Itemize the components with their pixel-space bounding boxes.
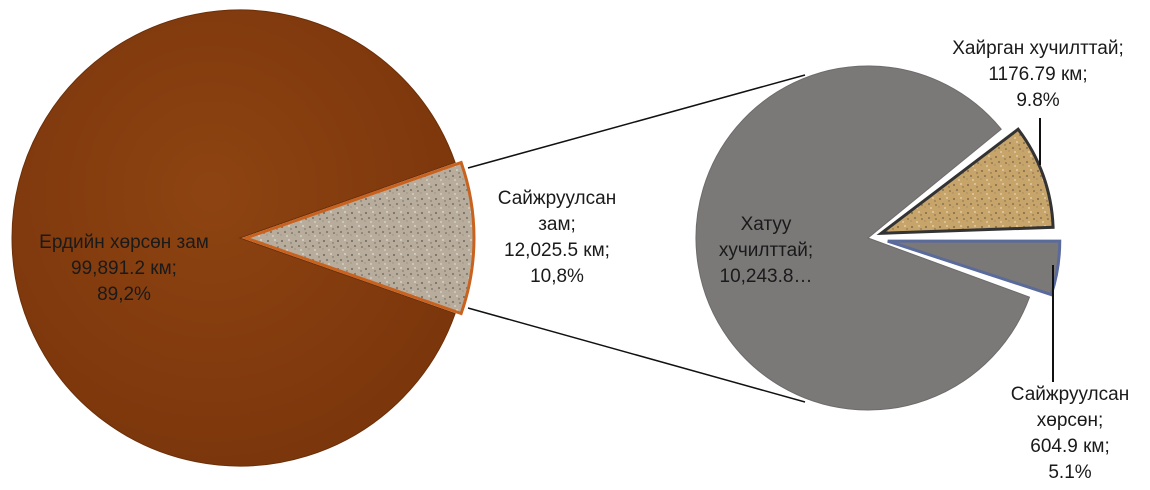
slice-label-gravel-name: Хайрган хучилттай; — [952, 38, 1124, 59]
pie-slice-gravel — [876, 127, 1055, 235]
slice-label-improved-soil-percent: 5.1% — [1048, 462, 1091, 483]
slice-label-improved-soil-name-2: хөрсөн; — [1037, 410, 1103, 431]
pie-slice-ordinary-soil-road — [11, 9, 456, 467]
slice-label-improved-soil-value: 604.9 км; — [1030, 436, 1109, 457]
slice-label-improved-percent: 10,8% — [530, 266, 584, 287]
slice-label-improved-soil-name-1: Сайжруулсан — [1011, 384, 1129, 405]
slice-label-ordinary-percent: 89,2% — [97, 284, 151, 305]
slice-label-gravel-percent: 9.8% — [1016, 90, 1059, 111]
slice-label-ordinary-value: 99,891.2 км; — [71, 258, 177, 279]
connector-line-bottom — [467, 307, 806, 403]
slice-label-paved-value: 10,243.8… — [720, 266, 813, 287]
slice-label-improved-name-1: Сайжруулсан — [498, 188, 616, 209]
pie-slice-improved-road — [241, 160, 476, 316]
slice-label-gravel-value: 1176.79 км; — [988, 64, 1087, 85]
connector-line-top — [467, 74, 806, 169]
slice-label-improved-name-2: зам; — [538, 214, 576, 235]
pie-slice-paved — [695, 65, 1031, 411]
slice-label-paved-name-1: Хатуу — [741, 214, 792, 235]
slice-label-ordinary-name: Ердийн хөрсөн зам — [39, 232, 209, 253]
slice-label-improved-value: 12,025.5 км; — [504, 240, 610, 261]
pie-slice-improved-soil — [887, 239, 1062, 297]
slice-label-paved-name-2: хучилттай; — [719, 240, 813, 261]
